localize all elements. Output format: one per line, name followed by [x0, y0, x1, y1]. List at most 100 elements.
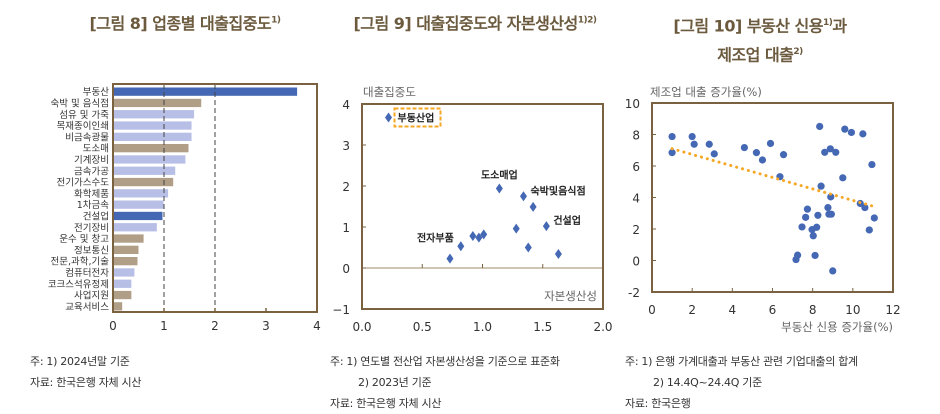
data-point: [826, 145, 834, 153]
figure-10-notes: 주: 1) 은행 가계대출과 부동산 관련 기업대출의 합계 2) 14.4Q~…: [625, 351, 858, 414]
bar: [113, 110, 195, 119]
data-point: [832, 148, 840, 156]
x-tick-label: 0.0: [352, 320, 371, 334]
source-line: 자료: 한국은행: [625, 397, 691, 410]
data-point: [827, 210, 835, 218]
category-label: 전문,과학,기술: [51, 257, 110, 268]
data-point: [809, 232, 817, 240]
point-label: 숙박및음식점: [530, 184, 585, 197]
category-label: 운수 및 창고: [59, 233, 109, 245]
source-line: 자료: 한국은행 자체 시산: [30, 376, 142, 389]
title-text-line2: 제조업 대출: [717, 45, 794, 65]
category-label: 금속가공: [74, 166, 109, 177]
data-point: [813, 223, 821, 231]
x-tick-label: 1.0: [473, 320, 492, 334]
y-tick-label: 0: [632, 255, 640, 269]
x-axis-title: 자본생산성: [544, 289, 597, 303]
footnote-mark: 1): [271, 15, 281, 26]
y-tick-label: 2: [342, 180, 350, 194]
data-point: [385, 112, 393, 123]
data-point: [668, 132, 676, 141]
y-tick-label: 3: [342, 139, 350, 153]
data-point: [740, 143, 748, 152]
point-label: 전자부품: [417, 231, 454, 244]
plot-frame: [361, 103, 604, 310]
bar: [113, 279, 132, 288]
category-label: 1차금속: [77, 199, 110, 211]
y-tick-label: 0: [342, 262, 350, 276]
x-tick-label: 4: [313, 319, 321, 333]
data-point: [668, 149, 676, 157]
bar: [113, 268, 135, 277]
figure-8-title: [그림 8] 업종별 대출집중도1): [60, 10, 310, 34]
data-point: [524, 242, 532, 253]
data-point: [495, 183, 503, 194]
data-point: [457, 241, 465, 252]
plot-frame: [651, 102, 894, 293]
data-point: [469, 231, 477, 242]
bar: [113, 121, 192, 130]
x-tick-label: 0.5: [413, 320, 432, 334]
data-point: [816, 122, 824, 131]
source-line: 자료: 한국은행 자체 시산: [330, 397, 442, 410]
note-line: 주: 1) 연도별 전산업 자본생산성을 기준으로 표준화: [330, 355, 560, 368]
data-point: [480, 229, 488, 240]
y-tick-label: −1: [332, 303, 350, 317]
data-point: [529, 201, 537, 212]
category-label: 숙박 및 음식점: [51, 97, 109, 109]
data-point: [811, 251, 819, 260]
title-text: [그림 10] 부동산 신용: [673, 16, 824, 36]
footnote-mark: 1)2): [577, 15, 597, 26]
data-point: [814, 211, 822, 219]
point-label: 부동산업: [398, 112, 435, 125]
category-label: 정보통신: [74, 245, 109, 256]
category-label: 사업지원: [74, 290, 109, 302]
y-tick-label: 4: [342, 98, 350, 112]
data-point: [798, 223, 806, 231]
data-point: [542, 221, 550, 232]
trend-line: [670, 147, 875, 208]
data-point: [803, 205, 812, 213]
data-point: [841, 125, 849, 133]
x-tick-label: 1.5: [533, 320, 552, 334]
category-label: 부동산: [83, 87, 109, 98]
title-text: 과: [832, 16, 847, 36]
highlight-box: [393, 107, 442, 128]
data-point: [475, 232, 483, 243]
y-axis-title: 대출집중도: [363, 85, 416, 99]
x-tick-label: 8: [809, 303, 817, 317]
data-point: [512, 223, 520, 234]
category-label: 기계장비: [74, 154, 109, 166]
x-tick-label: 10: [845, 303, 860, 317]
category-label: 도소매: [83, 144, 109, 155]
point-label: 도소매업: [481, 168, 518, 181]
bar: [113, 87, 298, 96]
x-tick-label: 12: [885, 303, 900, 317]
x-tick-label: 4: [729, 303, 737, 317]
footnote-mark: 2): [793, 47, 803, 58]
y-axis-title: 제조업 대출 증가율(%): [650, 85, 762, 99]
data-point: [821, 148, 829, 156]
figure-10-title: [그림 10] 부동산 신용1)과 제조업 대출2): [630, 10, 890, 69]
note-line: 2) 14.4Q~24.4Q 기준: [653, 376, 762, 389]
bar: [113, 189, 169, 198]
bar: [113, 132, 192, 141]
x-tick-label: 1: [160, 319, 168, 333]
bar: [113, 223, 157, 232]
data-point: [827, 193, 835, 201]
data-point: [710, 150, 718, 158]
x-tick-label: 2.0: [593, 320, 612, 334]
category-label: 건설업: [83, 210, 109, 222]
note-line: 주: 1) 은행 가계대출과 부동산 관련 기업대출의 합계: [625, 355, 858, 368]
category-label: 섬유 및 가죽: [59, 109, 109, 121]
y-tick-label: 10: [625, 97, 640, 111]
x-tick-label: 2: [211, 319, 219, 333]
data-point: [792, 255, 800, 264]
data-point: [802, 213, 810, 221]
category-label: 컴퓨터전자: [65, 267, 109, 279]
bar: [113, 245, 139, 254]
data-point: [817, 182, 825, 190]
y-tick-label: 1: [342, 221, 350, 235]
category-label: 코크스석유정제: [48, 279, 109, 290]
